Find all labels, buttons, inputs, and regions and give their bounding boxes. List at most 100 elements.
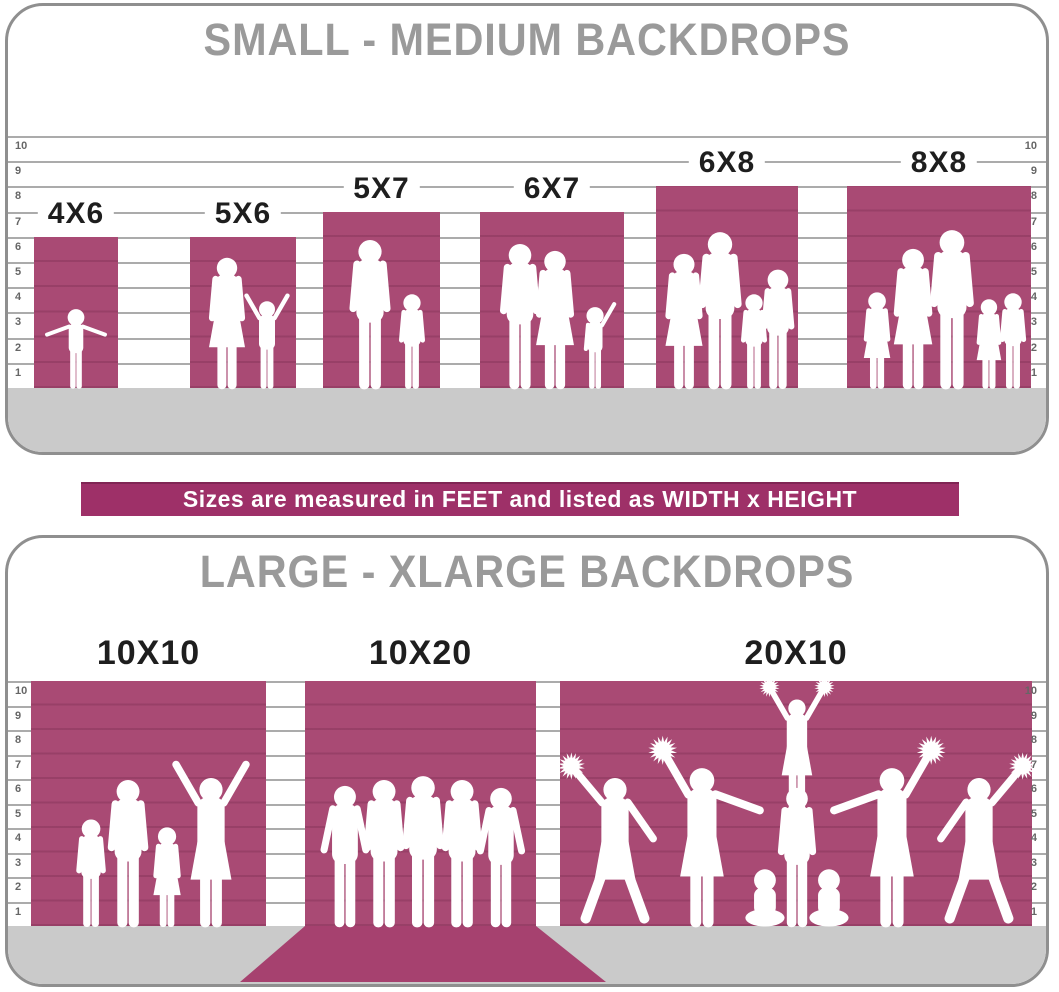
size-note-banner: Sizes are measured in FEET and listed as… [81, 482, 959, 516]
ruler-tick-label-left: 4 [15, 291, 22, 304]
person-silhouette [76, 819, 106, 928]
ruler-tick-label-right: 6 [1030, 240, 1037, 253]
ruler-tick-label-right: 2 [1030, 341, 1037, 354]
silhouette-scene [349, 240, 426, 390]
person-silhouette [999, 293, 1027, 389]
size-label: 6X7 [513, 172, 591, 205]
size-label: 10X10 [86, 634, 211, 673]
ruler-tick-label-right: 3 [1030, 316, 1037, 329]
silhouette-scene [45, 309, 107, 389]
ruler-tick-label-left: 3 [15, 316, 22, 329]
floor [8, 388, 1046, 452]
ruler-tick-label-left: 9 [15, 165, 22, 178]
size-block [323, 212, 440, 390]
small-medium-card: SMALL - MEDIUM BACKDROPS 10 10 9 9 8 8 7 7 6 6 5 5 4… [5, 3, 1049, 455]
pompom-icon [759, 676, 780, 698]
ruler-tick-label-right: 4 [1030, 832, 1037, 844]
size-label: 8X8 [900, 146, 978, 179]
ruler-tick-label-left: 7 [15, 215, 22, 228]
ruler-tick-label-left: 8 [15, 734, 22, 746]
person-silhouette [809, 869, 849, 927]
person-silhouette [583, 302, 617, 389]
pompom-icon [814, 676, 835, 698]
ruler-tick-label-right: 1 [1030, 366, 1037, 379]
person-silhouette [937, 752, 1037, 924]
person-silhouette [893, 248, 933, 390]
silhouette-scene [76, 760, 250, 928]
ruler-tick-label-left: 1 [15, 366, 22, 379]
ruler-tick-label-right: 7 [1030, 215, 1037, 228]
person-silhouette [648, 735, 764, 928]
ruler-tick-label-right: 5 [1030, 807, 1037, 820]
person-silhouette [665, 253, 703, 390]
pompom-icon [648, 735, 678, 765]
ruler-tick-label-right: 6 [1030, 783, 1037, 795]
person-silhouette [930, 230, 974, 390]
ruler-tick-label-left: 6 [15, 783, 22, 795]
ruler-tick-label-right: 3 [1030, 856, 1037, 869]
person-silhouette [320, 785, 370, 928]
person-silhouette [441, 780, 483, 928]
ruler-tick-label-right: 8 [1030, 190, 1037, 203]
ruler-tick-label-right: 1 [1030, 905, 1037, 918]
ruler-tick-label-right: 7 [1030, 758, 1037, 771]
silhouette-scene [208, 257, 290, 390]
person-silhouette [349, 240, 391, 390]
ruler-tick-label-right: 2 [1030, 881, 1037, 893]
person-silhouette [402, 776, 444, 928]
ruler-tick-label-right: 10 [1024, 685, 1037, 697]
size-block [190, 237, 296, 390]
person-silhouette [976, 299, 1002, 389]
size-label: 5X7 [343, 172, 420, 205]
ruler-line [8, 136, 1046, 138]
size-block [480, 212, 624, 390]
size-block [656, 186, 798, 390]
ruler-line [8, 161, 1046, 164]
ruler-tick-label-left: 10 [15, 685, 28, 697]
silhouette-scene [665, 232, 795, 390]
size-block [34, 237, 118, 389]
pompom-icon [1009, 752, 1037, 780]
person-silhouette [698, 232, 742, 390]
person-silhouette [745, 869, 785, 927]
pompom-icon [916, 735, 946, 765]
person-silhouette [535, 250, 575, 390]
person-silhouette [107, 780, 149, 928]
silhouette-scene [499, 243, 617, 390]
size-label: 20X10 [734, 634, 858, 673]
person-silhouette [759, 676, 835, 811]
silhouette-scene [320, 776, 526, 928]
person-silhouette [172, 760, 250, 928]
silhouette-scene [863, 230, 1027, 390]
silhouette-scene [557, 676, 1037, 928]
ruler-tick-label-left: 8 [15, 190, 22, 203]
ruler-tick-label-left: 2 [15, 881, 22, 893]
ruler-tick-label-right: 9 [1030, 165, 1037, 178]
size-label: 6X8 [688, 146, 766, 179]
ruler-tick-label-right: 4 [1030, 291, 1037, 304]
person-silhouette [153, 827, 181, 928]
person-silhouette [244, 293, 290, 389]
size-block [847, 186, 1031, 390]
ruler-tick-label-right: 10 [1024, 140, 1037, 152]
ruler-tick-label-left: 7 [15, 758, 22, 771]
pompom-icon [557, 752, 585, 780]
size-note-text: Sizes are measured in FEET and listed as… [182, 486, 858, 512]
ruler-tick-label-left: 5 [15, 266, 22, 278]
person-silhouette [830, 735, 946, 928]
ruler-tick-label-left: 4 [15, 832, 22, 844]
ruler-tick-label-left: 5 [15, 807, 22, 820]
person-silhouette [863, 292, 891, 389]
carpet [240, 926, 606, 982]
large-section-title: LARGE - XLARGE BACKDROPS [199, 546, 855, 597]
size-block [305, 681, 536, 928]
person-silhouette [476, 787, 526, 928]
size-label: 4X6 [37, 197, 115, 230]
person-silhouette [557, 752, 657, 924]
person-silhouette [740, 294, 768, 389]
ruler-tick-label-right: 9 [1030, 709, 1037, 722]
size-label: 10X20 [358, 634, 483, 673]
person-silhouette [499, 243, 541, 390]
person-silhouette [363, 780, 405, 928]
person-silhouette [761, 269, 795, 389]
